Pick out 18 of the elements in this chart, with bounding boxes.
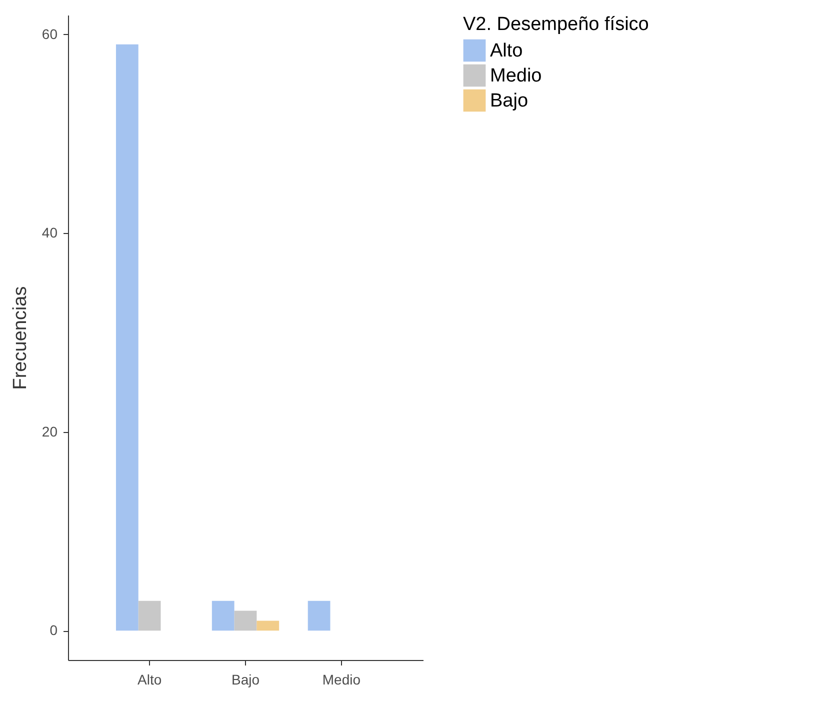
x-tick-label: Medio — [322, 672, 361, 688]
x-tick-label: Bajo — [231, 672, 260, 688]
y-tick-label: 0 — [50, 622, 58, 638]
bar — [212, 600, 234, 631]
legend-label: Bajo — [490, 90, 528, 112]
legend-title: V2. Desempeño físico — [463, 14, 649, 35]
bar — [234, 610, 257, 631]
y-tick-label: 40 — [42, 224, 58, 241]
legend-label: Alto — [490, 40, 523, 62]
y-tick-label: 60 — [42, 26, 58, 42]
bar — [138, 600, 161, 631]
bar — [116, 44, 138, 631]
legend-label: Medio — [490, 66, 542, 86]
bar — [308, 600, 330, 631]
bar — [256, 620, 280, 631]
y-axis-title: Frecuencias — [10, 286, 31, 390]
y-tick-label: 20 — [42, 423, 58, 440]
x-tick-label: Alto — [137, 672, 162, 688]
